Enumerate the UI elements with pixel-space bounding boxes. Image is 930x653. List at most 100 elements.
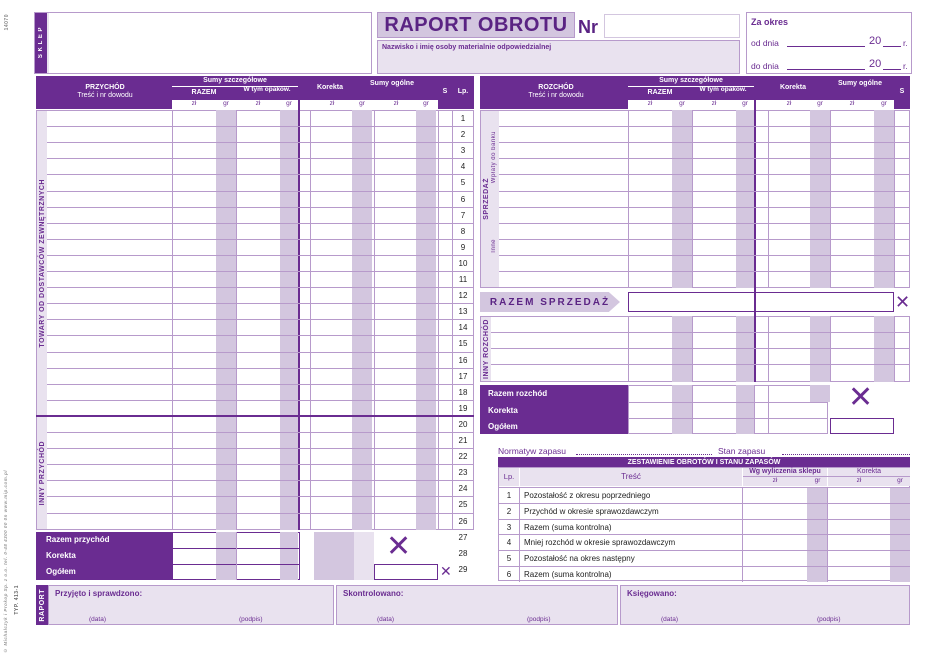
table-row[interactable]	[47, 319, 474, 321]
normative-field[interactable]	[576, 454, 712, 455]
table-row[interactable]	[499, 190, 910, 192]
table-row[interactable]	[499, 126, 910, 128]
received-box[interactable]: Przyjęto i sprawdzono: (data) (podpis)	[48, 585, 334, 625]
section-other-income: INNY PRZYCHÓD	[37, 417, 47, 529]
total-expense-values[interactable]	[628, 385, 828, 434]
table-row[interactable]	[499, 174, 910, 176]
row-number: 4	[460, 162, 466, 172]
table-row[interactable]	[499, 158, 910, 160]
table-row[interactable]	[47, 432, 474, 433]
expense-general-field[interactable]	[830, 418, 894, 434]
to-year-field[interactable]	[883, 69, 901, 70]
table-row[interactable]	[47, 222, 474, 224]
gr-4: gr	[423, 100, 429, 107]
r-total-col-label: RAZEM	[647, 89, 673, 96]
stock-state-field[interactable]	[782, 454, 910, 455]
to-date-field[interactable]	[787, 69, 865, 70]
stock-row[interactable]: 5 Pozostałość na okres następny	[498, 550, 910, 567]
from-date-field[interactable]	[787, 46, 865, 47]
total-sales-label: RAZEM SPRZEDAŻ	[480, 292, 620, 312]
row-number: 24	[458, 484, 468, 494]
table-row[interactable]	[47, 464, 474, 466]
table-row[interactable]	[47, 335, 474, 337]
table-row[interactable]	[499, 254, 910, 256]
table-row[interactable]	[47, 416, 474, 417]
from-year-field[interactable]	[883, 46, 901, 47]
table-row[interactable]	[499, 206, 910, 208]
stock-row-text: Pozostałość na okres następny	[524, 554, 635, 564]
table-row[interactable]	[47, 126, 474, 128]
table-row[interactable]	[47, 174, 474, 176]
sales-block	[480, 110, 910, 288]
cross-icon: ✕	[386, 530, 412, 563]
stock-row[interactable]: 4 Mniej rozchód w okresie sprawozdawczym	[498, 534, 910, 551]
table-row[interactable]	[47, 351, 474, 353]
table-row[interactable]	[491, 332, 910, 334]
stock-row[interactable]: 3 Razem (suma kontrolna)	[498, 518, 910, 535]
table-row[interactable]	[491, 348, 910, 350]
row-number: 25	[458, 500, 468, 510]
table-row[interactable]	[47, 190, 474, 192]
nr-field[interactable]	[604, 14, 740, 38]
stock-row-text: Mniej rozchód w okresie sprawozdawczym	[524, 538, 676, 548]
row-number: 1	[460, 114, 466, 123]
row-number: 22	[458, 452, 468, 462]
total-income-row: Razem przychód	[36, 532, 172, 548]
gr-3: gr	[359, 100, 365, 107]
table-row[interactable]	[47, 367, 474, 369]
table-row[interactable]	[47, 383, 474, 385]
row-number: 8	[460, 226, 466, 236]
checked-label: Skontrolowano:	[343, 589, 404, 598]
stock-content-header: Treść	[621, 472, 641, 481]
row-number: 20	[458, 419, 468, 429]
table-row[interactable]	[499, 238, 910, 240]
grand-total-income-row: Ogółem	[36, 564, 172, 580]
total-sales-values[interactable]	[628, 292, 894, 312]
rgr-4: gr	[881, 100, 887, 107]
row-number: 13	[458, 307, 468, 317]
table-row[interactable]	[499, 142, 910, 144]
table-row[interactable]	[47, 254, 474, 256]
table-row[interactable]	[47, 142, 474, 144]
table-row[interactable]	[499, 222, 910, 224]
stock-row-lp: 1	[506, 491, 512, 500]
checked-box[interactable]: Skontrolowano: (data) (podpis)	[336, 585, 618, 625]
expense-header: ROZCHÓD Treść i nr dowodu	[528, 84, 584, 99]
nr-label: Nr	[578, 17, 599, 37]
table-row[interactable]	[47, 448, 474, 450]
table-row[interactable]	[491, 364, 910, 366]
period-box: Za okres od dnia 20 r. do dnia 20 r.	[746, 12, 912, 74]
stock-row[interactable]: 1 Pozostałość z okresu poprzedniego	[498, 487, 910, 503]
small-cross-icon: ✕	[440, 563, 452, 579]
title-box: RAPORT OBROTU	[377, 12, 575, 38]
table-row[interactable]	[47, 399, 474, 401]
table-row[interactable]	[47, 287, 474, 289]
row-number: 21	[458, 436, 468, 445]
person-box[interactable]: Nazwisko i imię osoby materialnie odpowi…	[377, 40, 740, 74]
row-number: 2	[460, 130, 466, 140]
general-sums-label: Sumy ogólne	[370, 80, 414, 87]
grand-total-expense-row: Ogółem	[480, 418, 628, 434]
table-row[interactable]	[47, 496, 474, 498]
table-row[interactable]	[47, 271, 474, 272]
normative-label: Normatyw zapasu	[498, 446, 567, 456]
table-row[interactable]	[47, 158, 474, 160]
table-row[interactable]	[47, 206, 474, 208]
from-label: od dnia	[751, 38, 779, 48]
stock-row-lp: 4	[506, 538, 512, 548]
sgr-2: gr	[897, 477, 903, 484]
side-code: 14070	[4, 14, 10, 31]
stock-row[interactable]: 6 Razem (suma kontrolna)	[498, 566, 910, 582]
booked-box[interactable]: Księgowano: (data) (podpis)	[620, 585, 910, 625]
stock-row[interactable]: 2 Przychód w okresie sprawozdawczym	[498, 502, 910, 519]
table-row[interactable]	[47, 303, 474, 305]
general-total-field[interactable]	[374, 564, 438, 580]
rzl-1: zł	[647, 100, 653, 107]
stock-row-lp: 6	[506, 570, 512, 579]
table-row[interactable]	[47, 512, 474, 514]
row-number: 18	[458, 387, 468, 397]
table-row[interactable]	[499, 271, 910, 272]
from-year-suffix: r.	[903, 38, 908, 48]
table-row[interactable]	[47, 238, 474, 240]
table-row[interactable]	[47, 480, 474, 482]
